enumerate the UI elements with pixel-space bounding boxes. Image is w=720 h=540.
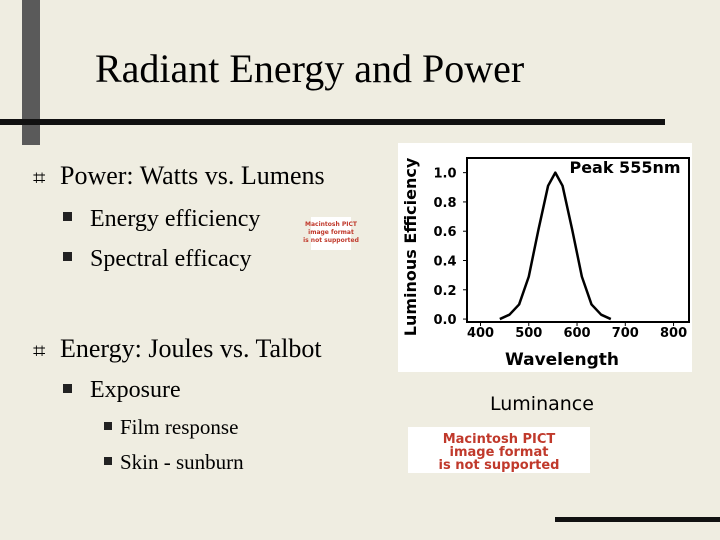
bullet-icon xyxy=(104,422,112,430)
sub-bullet: Energy efficiency xyxy=(90,206,260,232)
placeholder-text: Macintosh PICT xyxy=(443,432,556,447)
y-tick-label: 0.2 xyxy=(433,284,456,299)
x-axis-label: Wavelength xyxy=(505,350,619,370)
placeholder-text: image format xyxy=(450,445,549,460)
bullet: Power: Watts vs. Lumens xyxy=(60,161,325,190)
placeholder-text: Macintosh PICT xyxy=(305,221,358,228)
y-tick-label: 1.0 xyxy=(433,167,456,182)
bullet-icon: ⌗ xyxy=(33,165,45,190)
bullet-icon xyxy=(63,212,72,221)
chart-background xyxy=(398,143,692,372)
bullet-icon xyxy=(63,252,72,261)
placeholder-text: image format xyxy=(308,229,354,236)
caption: Luminance xyxy=(490,393,594,415)
y-tick-label: 0.0 xyxy=(433,313,456,328)
chart-annotation: Peak 555nm xyxy=(569,158,680,177)
image-placeholder xyxy=(311,217,351,250)
bullet: Energy: Joules vs. Talbot xyxy=(60,334,322,363)
image-placeholder xyxy=(408,427,590,473)
sub-bullet: Spectral efficacy xyxy=(90,246,251,272)
y-tick-label: 0.8 xyxy=(433,196,456,211)
x-tick-label: 700 xyxy=(612,326,639,341)
x-tick-label: 400 xyxy=(467,326,494,341)
bullet-icon: ⌗ xyxy=(33,338,45,363)
footer-rule xyxy=(555,517,720,522)
title-rule xyxy=(0,119,665,125)
y-tick-label: 0.6 xyxy=(433,225,456,240)
placeholder-text: is not supported xyxy=(303,237,359,244)
bullet-icon xyxy=(63,384,72,393)
sub-sub-bullet: Film response xyxy=(120,415,238,439)
sub-sub-bullet: Skin - sunburn xyxy=(120,450,244,474)
y-axis-label: Luminous Efficiency xyxy=(401,157,420,336)
bullet-icon xyxy=(104,457,112,465)
y-tick-label: 0.4 xyxy=(433,255,456,270)
placeholder-text: is not supported xyxy=(439,458,560,473)
plot-frame xyxy=(466,157,690,323)
sub-bullet: Exposure xyxy=(90,377,181,403)
accent-bar xyxy=(22,0,40,145)
x-tick-label: 600 xyxy=(563,326,590,341)
curve xyxy=(499,171,612,321)
x-tick-label: 500 xyxy=(515,326,542,341)
x-tick-label: 800 xyxy=(660,326,687,341)
slide-title: Radiant Energy and Power xyxy=(95,46,524,91)
